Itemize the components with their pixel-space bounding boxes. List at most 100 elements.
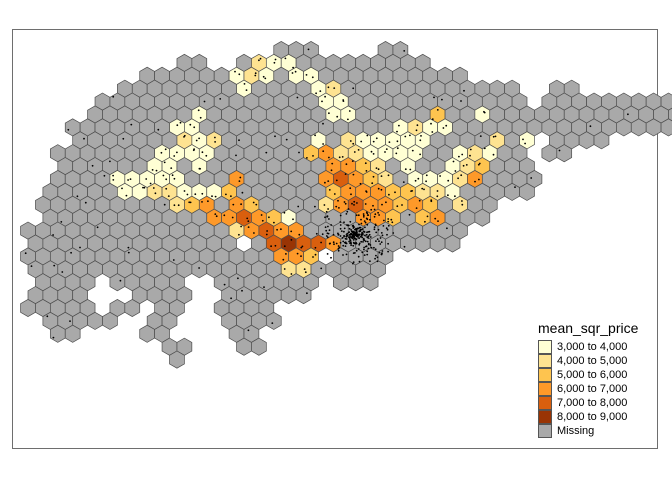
property-point <box>558 149 561 152</box>
property-point <box>346 234 349 237</box>
property-point <box>129 178 132 181</box>
property-point <box>231 216 234 219</box>
property-point <box>408 213 411 216</box>
property-point <box>375 240 377 243</box>
property-point <box>330 224 333 226</box>
property-point <box>351 202 353 205</box>
property-point <box>348 110 351 112</box>
property-point <box>437 220 439 223</box>
property-point <box>163 203 166 206</box>
property-point <box>338 207 340 209</box>
property-point <box>330 256 332 259</box>
hex-cell <box>362 273 379 292</box>
property-point <box>409 168 412 171</box>
property-point <box>381 234 384 237</box>
property-point <box>436 109 439 111</box>
legend-label-6: Missing <box>557 425 595 437</box>
property-point <box>339 235 342 237</box>
property-point <box>283 211 286 214</box>
property-point <box>154 192 157 195</box>
property-point <box>285 253 287 255</box>
property-point <box>355 229 358 232</box>
property-point <box>261 219 264 222</box>
property-point <box>223 214 226 217</box>
property-point <box>342 244 345 247</box>
property-point <box>388 141 391 144</box>
property-point <box>343 201 346 203</box>
property-point <box>352 239 355 241</box>
property-point <box>398 124 400 127</box>
property-point <box>170 167 173 170</box>
property-point <box>151 169 154 171</box>
property-point <box>311 76 314 79</box>
property-point <box>403 245 406 248</box>
property-point <box>219 98 222 100</box>
property-point <box>83 137 85 140</box>
hex-cell <box>444 234 461 253</box>
property-point <box>327 232 330 235</box>
property-point <box>292 66 294 69</box>
property-point <box>370 246 373 249</box>
property-point <box>362 213 365 215</box>
property-point <box>290 239 293 241</box>
property-point <box>371 182 374 185</box>
legend-swatch-2 <box>538 368 552 382</box>
property-point <box>358 260 361 263</box>
property-point <box>366 253 369 256</box>
property-point <box>363 246 365 249</box>
property-point <box>423 188 425 191</box>
property-point <box>380 188 383 191</box>
property-point <box>494 135 497 138</box>
property-point <box>271 322 274 324</box>
property-point <box>346 232 349 235</box>
property-point <box>130 123 133 126</box>
property-point <box>337 249 340 252</box>
property-point <box>266 230 268 232</box>
property-point <box>418 199 421 202</box>
property-point <box>112 179 115 181</box>
property-point <box>173 177 176 180</box>
hex-cell <box>102 311 118 330</box>
property-point <box>479 135 482 138</box>
property-point <box>155 169 158 172</box>
property-point <box>327 225 329 228</box>
property-point <box>323 204 326 206</box>
property-point <box>322 150 325 153</box>
property-point <box>243 83 246 85</box>
property-point <box>297 205 300 208</box>
property-point <box>320 267 323 270</box>
property-point <box>234 70 236 73</box>
property-point <box>270 245 272 248</box>
property-point <box>328 229 331 232</box>
property-point <box>350 244 352 247</box>
property-point <box>211 195 213 198</box>
property-point <box>304 271 307 274</box>
property-point <box>214 213 217 216</box>
property-point <box>445 124 448 127</box>
property-point <box>424 220 426 223</box>
property-point <box>461 203 464 206</box>
property-point <box>247 220 250 223</box>
property-point <box>362 214 365 217</box>
property-point <box>246 217 249 220</box>
property-point <box>385 148 388 151</box>
property-point <box>359 235 362 238</box>
property-point <box>283 245 286 248</box>
property-point <box>346 210 349 213</box>
property-point <box>339 221 342 223</box>
property-point <box>353 235 355 238</box>
property-point <box>122 137 125 140</box>
property-point <box>402 181 405 184</box>
property-point <box>372 153 375 155</box>
property-point <box>391 221 394 224</box>
property-point <box>296 252 299 255</box>
property-point <box>356 202 358 204</box>
property-point <box>387 220 390 223</box>
property-point <box>145 178 148 180</box>
property-point <box>327 180 330 183</box>
property-point <box>232 203 235 206</box>
property-point <box>314 205 316 208</box>
property-point <box>345 253 348 256</box>
property-point <box>394 191 396 194</box>
property-point <box>347 118 349 121</box>
